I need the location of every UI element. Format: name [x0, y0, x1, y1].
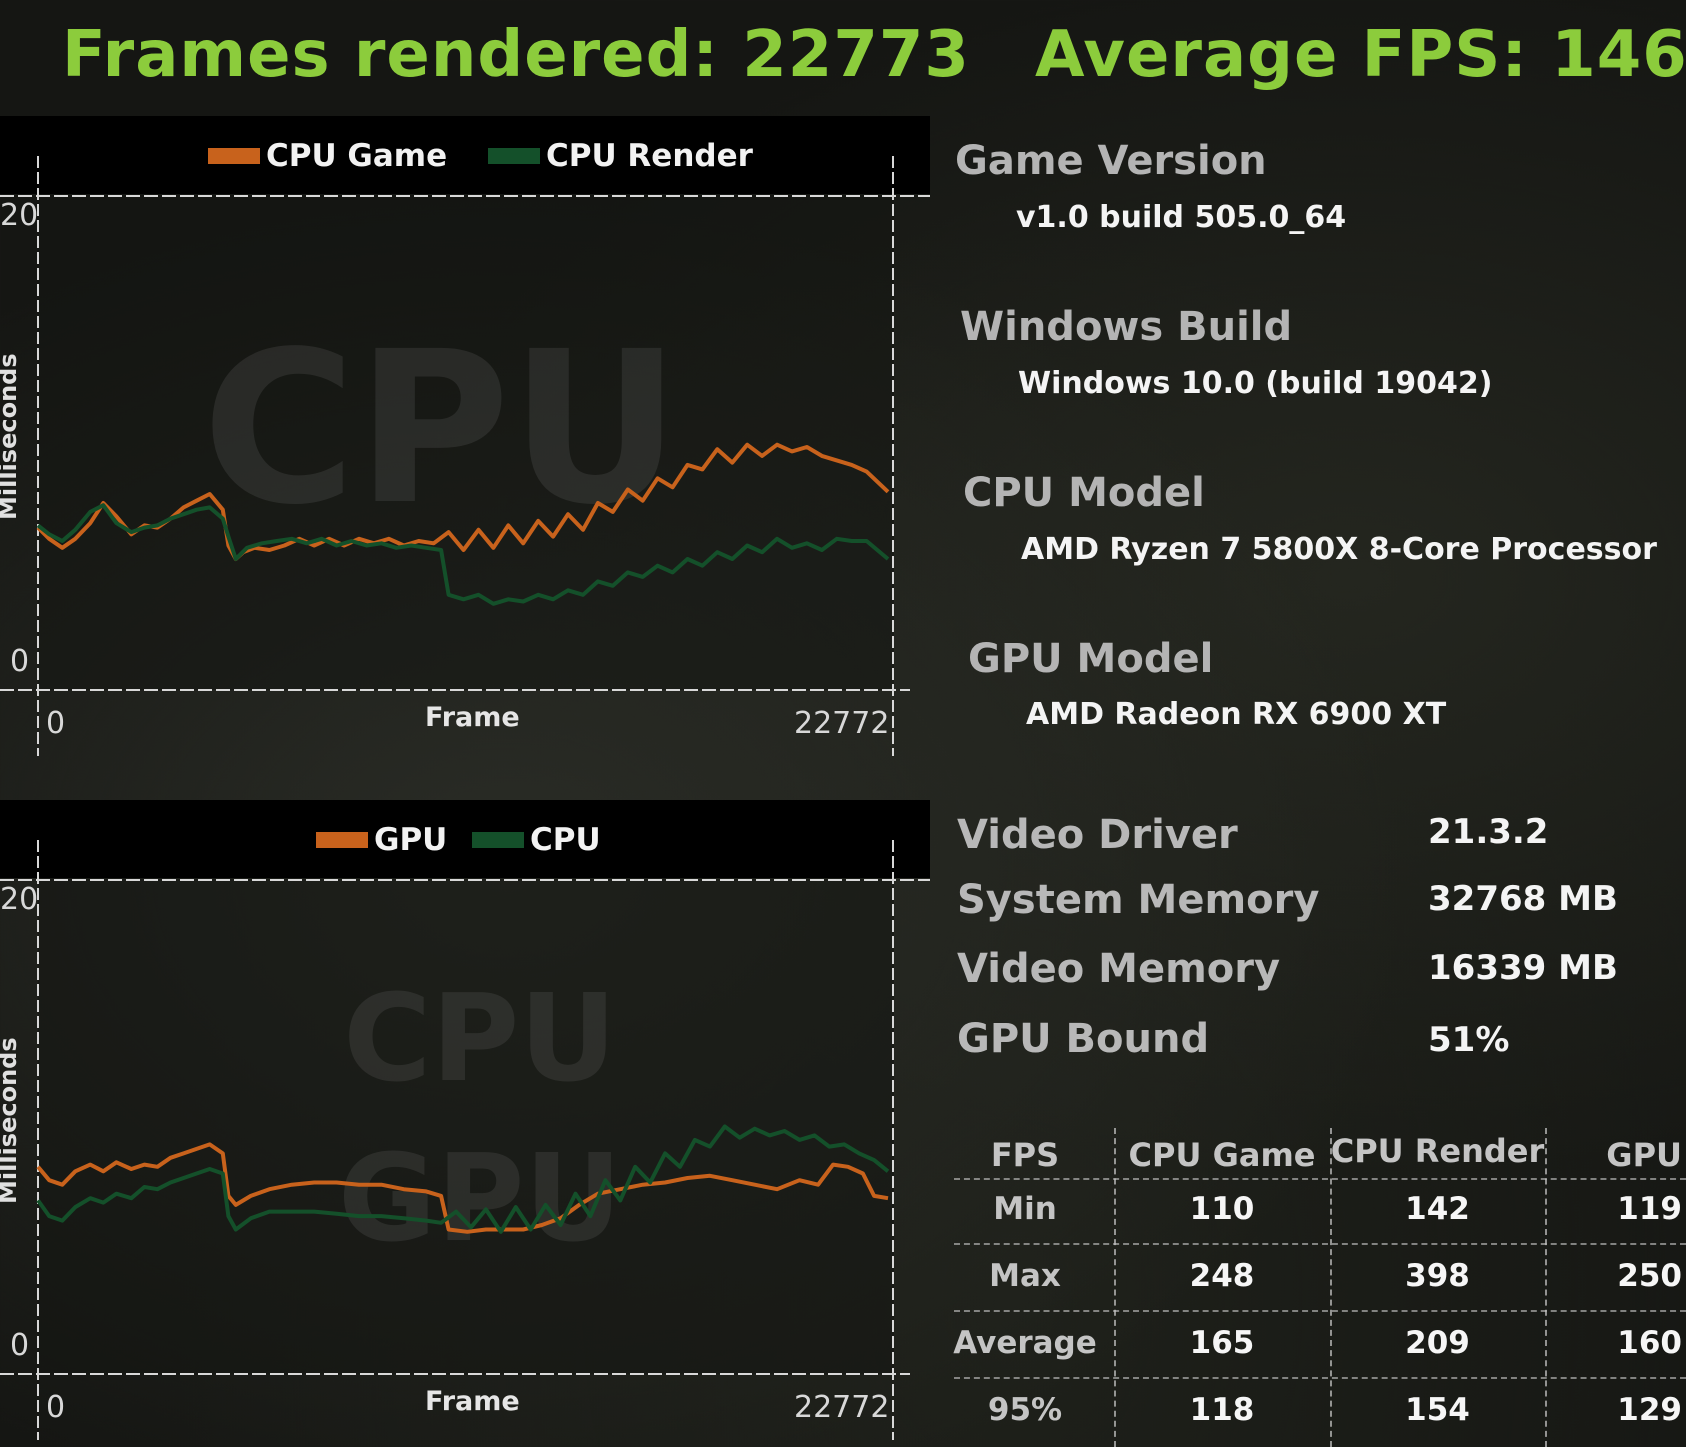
video-memory-value: 16339 MB — [1428, 948, 1618, 988]
legend-item-cpu: CPU — [472, 822, 601, 858]
table-divider — [954, 1377, 1686, 1379]
table-divider — [954, 1243, 1686, 1245]
y-tick-label-min: 0 — [10, 1328, 30, 1363]
frames-rendered-heading: Frames rendered: 22773 — [62, 18, 970, 92]
legend-item-cpu-render: CPU Render — [488, 138, 753, 174]
fps-stats-table: FPS CPU Game CPU Render GPU Min 110 142 … — [950, 1128, 1686, 1447]
y-tick-label-max: 20 — [0, 198, 39, 233]
y-axis-title: Milliseconds — [0, 1037, 22, 1204]
cpu-model-value: AMD Ryzen 7 5800X 8-Core Processor — [1021, 532, 1657, 567]
video-memory-label: Video Memory — [957, 946, 1281, 992]
table-header-fps: FPS — [990, 1136, 1060, 1174]
table-header-cpu-game: CPU Game — [1128, 1136, 1316, 1174]
series-line-cpu-render — [36, 503, 890, 606]
plot-area — [38, 878, 894, 1374]
legend-label: CPU Game — [266, 138, 448, 174]
legend-label: GPU — [374, 822, 448, 858]
x-axis-title: Frame — [425, 1386, 520, 1417]
legend-swatch-green — [488, 148, 540, 164]
cell-cpu-game: 165 — [1189, 1325, 1255, 1361]
cell-cpu-render: 398 — [1405, 1258, 1470, 1294]
cpu-frame-time-chart: CPU Game CPU Render CPU Milliseconds 20 … — [0, 116, 930, 776]
x-tick-label-min: 0 — [46, 706, 66, 741]
cell-gpu: 250 — [1617, 1258, 1682, 1294]
x-tick-label-min: 0 — [46, 1390, 66, 1425]
chart-plot-svg — [0, 156, 930, 756]
cell-cpu-game: 110 — [1189, 1191, 1255, 1227]
chart-legend: GPU CPU — [0, 800, 930, 878]
video-driver-value: 21.3.2 — [1428, 812, 1549, 852]
x-tick-label-max: 22772 — [794, 1390, 890, 1425]
chart-legend: CPU Game CPU Render — [0, 116, 930, 194]
cell-cpu-render: 154 — [1405, 1392, 1470, 1428]
cell-gpu: 119 — [1617, 1191, 1682, 1227]
cpu-model-label: CPU Model — [963, 470, 1205, 516]
table-divider — [954, 1310, 1686, 1312]
video-driver-label: Video Driver — [957, 812, 1238, 858]
legend-label: CPU — [530, 822, 601, 858]
y-tick-label-min: 0 — [10, 644, 30, 679]
cell-cpu-render: 142 — [1405, 1191, 1470, 1227]
gpu-cpu-frame-time-chart: GPU CPU CPU GPU Milliseconds 20 0 0 2277… — [0, 800, 930, 1447]
windows-build-label: Windows Build — [960, 304, 1293, 350]
legend-item-cpu-game: CPU Game — [208, 138, 447, 174]
row-label: Min — [993, 1191, 1057, 1227]
cell-cpu-game: 118 — [1189, 1392, 1255, 1428]
series-line-gpu — [36, 1142, 889, 1234]
gpu-bound-label: GPU Bound — [957, 1016, 1210, 1062]
legend-swatch-orange — [208, 148, 260, 164]
x-tick-label-max: 22772 — [794, 706, 890, 741]
gpu-model-value: AMD Radeon RX 6900 XT — [1026, 697, 1447, 732]
y-axis-title: Milliseconds — [0, 353, 22, 520]
legend-item-gpu: GPU — [316, 822, 447, 858]
average-fps-heading: Average FPS: 146 — [1035, 18, 1686, 92]
windows-build-value: Windows 10.0 (build 19042) — [1018, 366, 1493, 401]
table-divider — [954, 1178, 1686, 1180]
table-header-gpu: GPU — [1606, 1136, 1682, 1174]
row-label: Average — [953, 1325, 1097, 1361]
legend-label: CPU Render — [546, 138, 753, 174]
cell-cpu-game: 248 — [1189, 1258, 1255, 1294]
system-memory-value: 32768 MB — [1428, 879, 1618, 919]
system-memory-label: System Memory — [957, 877, 1320, 923]
legend-swatch-green — [472, 832, 524, 848]
gpu-bound-value: 51% — [1428, 1020, 1510, 1060]
series-line-cpu-game — [36, 442, 890, 561]
table-divider — [1330, 1128, 1332, 1447]
game-version-label: Game Version — [955, 138, 1267, 184]
row-label: Max — [989, 1258, 1061, 1294]
chart-plot-svg — [0, 840, 930, 1440]
plot-area — [38, 194, 894, 690]
legend-swatch-orange — [316, 832, 368, 848]
game-version-value: v1.0 build 505.0_64 — [1016, 200, 1347, 235]
gpu-model-label: GPU Model — [968, 636, 1214, 682]
table-header-cpu-render: CPU Render — [1330, 1132, 1545, 1170]
table-divider — [1545, 1128, 1547, 1447]
x-axis-title: Frame — [425, 702, 520, 733]
cell-cpu-render: 209 — [1405, 1325, 1470, 1361]
series-line-cpu — [36, 1124, 890, 1234]
y-tick-label-max: 20 — [0, 882, 39, 917]
table-divider — [1114, 1128, 1116, 1447]
cell-gpu: 160 — [1617, 1325, 1682, 1361]
cell-gpu: 129 — [1617, 1392, 1682, 1428]
row-label: 95% — [987, 1392, 1063, 1428]
